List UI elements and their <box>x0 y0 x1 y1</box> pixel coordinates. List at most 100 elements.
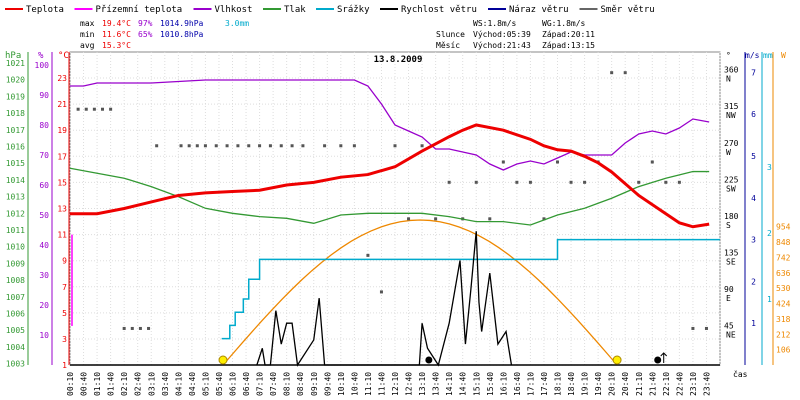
x-tick: 01:40 <box>107 372 116 396</box>
mm-tick: 3 <box>767 163 772 172</box>
ms-tick: 6 <box>751 110 756 119</box>
pct-tick: 50 <box>39 211 49 220</box>
x-tick: 07:10 <box>256 372 265 396</box>
hpa-tick: 1020 <box>6 76 25 85</box>
legend-label: Vlhkost <box>215 5 253 15</box>
stat-min-press: 1010.8hPa <box>160 30 204 39</box>
info-sun-set: Západ:20:11 <box>542 30 595 39</box>
temp-tick: 19 <box>57 126 67 135</box>
x-tick: 14:10 <box>445 372 454 396</box>
deg-axis-title: ° <box>726 51 731 60</box>
stat-max-hum: 97% <box>138 19 153 28</box>
x-tick: 00:40 <box>80 372 89 396</box>
pct-axis-title: % <box>38 51 44 61</box>
sunset-marker <box>612 355 622 365</box>
legend-label: Náraz větru <box>509 5 569 15</box>
x-tick: 17:10 <box>526 372 535 396</box>
ms-tick: 4 <box>751 194 756 203</box>
ms-axis-title: m/s <box>745 51 760 60</box>
info-sun-rise: Východ:05:39 <box>473 30 531 39</box>
wind-direction-point <box>279 144 283 148</box>
stat-min-temp: 11.6°C <box>102 30 131 39</box>
humidity-line <box>70 79 710 171</box>
temp-tick: 9 <box>62 257 67 266</box>
x-tick: 11:10 <box>364 372 373 396</box>
x-tick: 15:10 <box>472 372 481 396</box>
wind-direction-point <box>195 144 199 148</box>
x-tick: 06:10 <box>229 372 238 396</box>
x-tick: 12:40 <box>405 372 414 396</box>
wind-direction-point <box>76 107 80 111</box>
wind-direction-point <box>258 144 262 148</box>
x-tick: 05:10 <box>201 372 210 396</box>
stat-label-min: min <box>80 30 95 39</box>
wind-direction-point <box>138 326 142 330</box>
temp-tick: 11 <box>57 231 67 240</box>
wind-direction-point <box>109 107 113 111</box>
hpa-tick: 1016 <box>6 143 25 152</box>
x-tick: 18:10 <box>554 372 563 396</box>
x-tick: 07:40 <box>269 372 278 396</box>
x-tick: 11:40 <box>377 372 386 396</box>
hpa-tick: 1011 <box>6 226 25 235</box>
wind-direction-point <box>187 144 191 148</box>
legend-label: Přízemní teplota <box>96 5 183 15</box>
x-tick: 02:40 <box>134 372 143 396</box>
mm-axis-title: mm <box>763 51 773 60</box>
w-tick: 424 <box>776 300 791 309</box>
wind-direction-point <box>203 144 207 148</box>
x-tick: 22:10 <box>662 372 671 396</box>
temp-tick: 21 <box>57 100 67 109</box>
wind-direction-point <box>623 71 627 75</box>
sunrise-marker <box>218 355 228 365</box>
mm-tick: 1 <box>767 295 772 304</box>
hpa-tick: 1018 <box>6 109 25 118</box>
wind-direction-point <box>393 144 397 148</box>
dir-tick-name: S <box>726 221 731 230</box>
x-tick: 04:40 <box>188 372 197 396</box>
wind-direction-point <box>236 144 240 148</box>
wind-direction-point <box>379 290 383 294</box>
hpa-tick: 1017 <box>6 126 25 135</box>
legend-label: Teplota <box>26 5 64 15</box>
w-tick: 106 <box>776 346 791 355</box>
ms-tick: 5 <box>751 152 756 161</box>
chart-title: 13.8.2009 <box>374 55 423 65</box>
x-tick: 09:40 <box>323 372 332 396</box>
pct-tick: 80 <box>39 121 49 130</box>
wind-direction-point <box>704 326 708 330</box>
info-wg: WG:1.8m/s <box>542 19 586 28</box>
x-tick: 01:10 <box>93 372 102 396</box>
wind-direction-point <box>556 160 559 164</box>
wind-direction-point <box>366 253 370 257</box>
ms-tick: 3 <box>751 236 756 245</box>
x-tick: 04:10 <box>174 372 183 396</box>
dir-tick-deg: 360 <box>724 66 739 75</box>
wind-direction-point <box>84 107 88 111</box>
x-tick: 08:40 <box>296 372 305 396</box>
degc-axis-title: °C <box>58 51 69 61</box>
x-tick: 03:10 <box>147 372 156 396</box>
wind-direction-point <box>247 144 251 148</box>
temp-tick: 7 <box>62 283 67 292</box>
ms-tick: 7 <box>751 68 756 77</box>
pct-tick: 90 <box>39 91 49 100</box>
wind-direction-point <box>225 144 229 148</box>
wind-direction-point <box>434 217 438 221</box>
x-tick: 19:10 <box>581 372 590 396</box>
pct-tick: 20 <box>39 301 49 310</box>
x-tick: 16:10 <box>499 372 508 396</box>
dir-tick-name: N <box>726 75 731 84</box>
info-sun-label: Slunce <box>436 30 465 39</box>
wind-direction-point <box>92 107 96 111</box>
pct-tick: 40 <box>39 241 49 250</box>
temp-tick: 1 <box>62 361 67 370</box>
mm-tick: 2 <box>767 229 772 238</box>
hpa-tick: 1004 <box>6 343 25 352</box>
x-tick: 23:10 <box>689 372 698 396</box>
dir-tick-name: SE <box>726 257 736 266</box>
x-tick: 13:40 <box>432 372 441 396</box>
info-moon-rise: Východ:21:43 <box>473 41 531 50</box>
w-tick: 212 <box>776 330 791 339</box>
